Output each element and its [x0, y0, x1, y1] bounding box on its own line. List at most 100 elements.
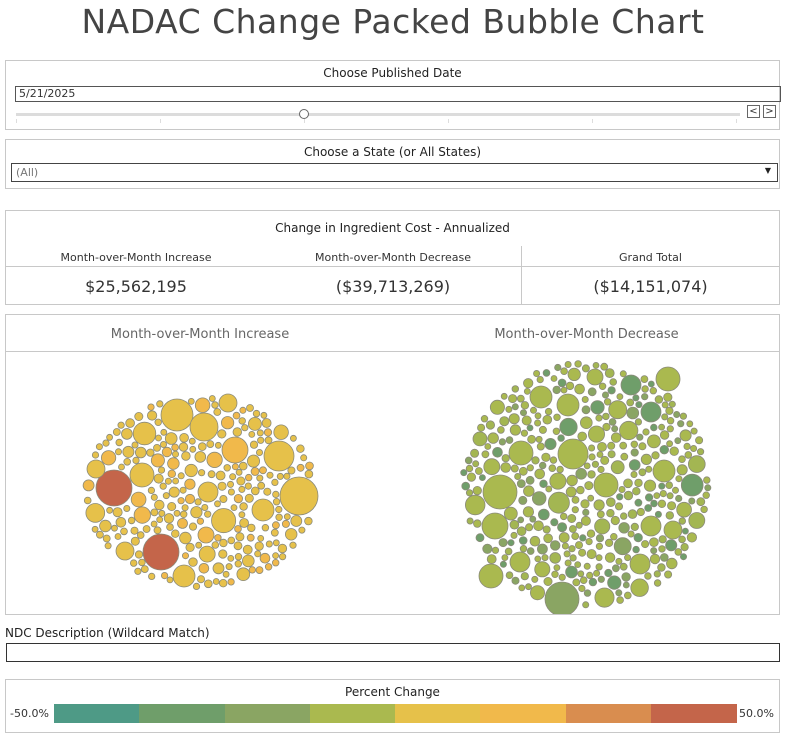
bubble[interactable] [554, 363, 562, 372]
bubble[interactable] [567, 513, 577, 523]
bubble[interactable] [177, 472, 185, 480]
bubble[interactable] [132, 456, 140, 465]
bubble[interactable] [296, 444, 305, 453]
bubble[interactable] [194, 451, 207, 463]
bubble[interactable] [538, 508, 550, 521]
bubble[interactable] [529, 406, 537, 414]
bubble[interactable] [534, 412, 542, 420]
bubble[interactable] [173, 509, 181, 517]
bubble[interactable] [557, 378, 567, 388]
bubble[interactable] [218, 549, 228, 559]
bubble[interactable] [549, 540, 561, 551]
bubble[interactable] [510, 531, 518, 539]
bubble[interactable] [615, 557, 623, 565]
bubble[interactable] [632, 545, 640, 554]
bubble[interactable] [642, 428, 650, 436]
bubble[interactable] [630, 471, 638, 479]
bubble[interactable] [172, 564, 196, 588]
bubble[interactable] [684, 451, 693, 459]
bubble[interactable] [123, 504, 131, 512]
bubble[interactable] [226, 480, 234, 488]
bubble[interactable] [640, 401, 662, 423]
bubble[interactable] [567, 367, 581, 382]
bubble[interactable] [632, 394, 640, 402]
bubble[interactable] [171, 450, 179, 458]
bubble[interactable] [666, 416, 675, 425]
bubble[interactable] [666, 557, 678, 570]
bubble[interactable] [160, 398, 194, 432]
bubble[interactable] [197, 481, 219, 503]
bubble[interactable] [134, 550, 144, 559]
bubble[interactable] [154, 418, 162, 426]
bubble[interactable] [553, 564, 561, 572]
date-input[interactable]: 5/21/2025 [15, 86, 781, 102]
bubble[interactable] [636, 507, 645, 517]
bubble[interactable] [460, 469, 468, 477]
bubble[interactable] [686, 532, 697, 543]
bubble[interactable] [690, 445, 698, 453]
bubble[interactable] [520, 401, 530, 410]
bubble[interactable] [251, 498, 275, 522]
bubble[interactable] [234, 552, 243, 561]
bubble[interactable] [525, 523, 534, 532]
bubble[interactable] [511, 576, 520, 585]
bubble[interactable] [266, 471, 274, 479]
bubble[interactable] [610, 432, 622, 443]
bubble[interactable] [257, 534, 265, 542]
bubble[interactable] [653, 570, 661, 578]
bubble[interactable] [581, 396, 589, 404]
bubble[interactable] [665, 406, 674, 415]
bubble[interactable] [531, 456, 540, 465]
bubble[interactable] [542, 369, 551, 377]
bubble[interactable] [680, 473, 704, 497]
bubble[interactable] [645, 493, 654, 502]
bubble[interactable] [594, 587, 615, 608]
bubble[interactable] [272, 552, 280, 560]
bubble[interactable] [263, 428, 273, 437]
bubble[interactable] [577, 431, 588, 442]
bubble[interactable] [207, 470, 216, 479]
bubble[interactable] [233, 541, 243, 551]
bubble[interactable] [688, 512, 706, 529]
bubble[interactable] [634, 478, 643, 488]
bubble[interactable] [507, 539, 515, 547]
bubble[interactable] [683, 442, 691, 451]
bubble[interactable] [147, 486, 155, 494]
bubble[interactable] [230, 504, 238, 512]
bubble[interactable] [604, 368, 615, 379]
bubble[interactable] [588, 577, 598, 587]
bubble[interactable] [198, 469, 206, 477]
bubble[interactable] [217, 429, 227, 439]
bubble[interactable] [233, 494, 243, 504]
bubble[interactable] [212, 578, 220, 585]
bubble[interactable] [96, 530, 104, 539]
bubble[interactable] [221, 436, 249, 464]
bubble[interactable] [543, 533, 553, 544]
bubble[interactable] [227, 578, 235, 586]
bubble[interactable] [600, 362, 609, 371]
bubble[interactable] [679, 429, 692, 442]
bubble[interactable] [676, 464, 688, 476]
bubble[interactable] [600, 455, 610, 465]
bubble[interactable] [649, 537, 659, 548]
bubble[interactable] [536, 442, 545, 451]
bubble[interactable] [659, 430, 670, 440]
bubble[interactable] [564, 559, 572, 567]
bubble[interactable] [481, 450, 490, 459]
bubble[interactable] [115, 541, 135, 561]
bubble[interactable] [563, 550, 571, 558]
bubble[interactable] [595, 554, 603, 562]
bubble[interactable] [481, 512, 509, 540]
bubble[interactable] [138, 558, 146, 567]
bubble[interactable] [638, 442, 647, 451]
bubble[interactable] [646, 434, 661, 449]
bubble[interactable] [256, 474, 264, 482]
bubble[interactable] [557, 522, 568, 533]
bubble[interactable] [593, 472, 619, 498]
bubble[interactable] [198, 563, 210, 574]
bubble[interactable] [504, 547, 513, 556]
bubble[interactable] [664, 570, 673, 579]
bubble[interactable] [99, 519, 112, 533]
bubble[interactable] [206, 440, 215, 448]
bubble[interactable] [529, 385, 553, 409]
